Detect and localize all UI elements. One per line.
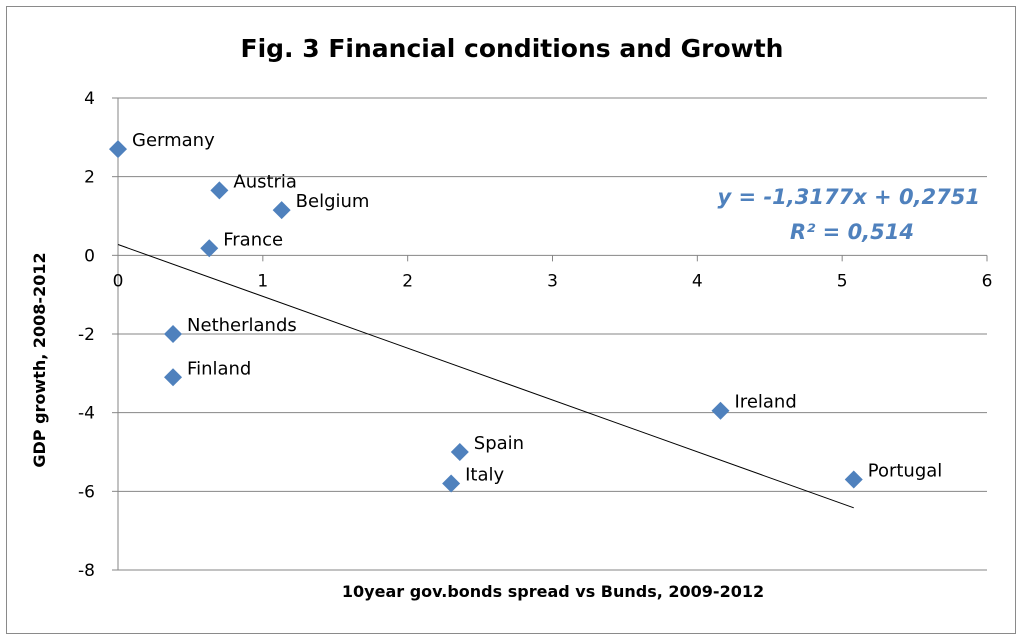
point-label-finland: Finland bbox=[187, 358, 251, 379]
data-point-ireland bbox=[711, 401, 730, 420]
data-point-germany bbox=[109, 140, 127, 159]
trendline bbox=[117, 244, 854, 509]
x-tick-label: 6 bbox=[982, 271, 993, 291]
point-label-italy: Italy bbox=[465, 464, 504, 485]
data-point-spain bbox=[450, 443, 469, 461]
x-tick-label: 2 bbox=[402, 271, 413, 291]
point-label-france: France bbox=[223, 229, 283, 250]
x-tick-label: 4 bbox=[692, 271, 703, 291]
gridlines bbox=[118, 97, 987, 571]
y-tick-label: -6 bbox=[78, 482, 95, 502]
y-tick-label: 0 bbox=[84, 246, 95, 266]
y-tick-label: -4 bbox=[78, 404, 95, 424]
point-label-portugal: Portugal bbox=[868, 461, 943, 482]
data-point-netherlands bbox=[164, 325, 183, 343]
point-label-belgium: Belgium bbox=[296, 191, 370, 212]
x-tick-label: 0 bbox=[113, 271, 124, 291]
x-tick-label: 5 bbox=[837, 271, 848, 291]
data-points bbox=[109, 140, 863, 493]
point-label-netherlands: Netherlands bbox=[187, 315, 297, 336]
chart-frame bbox=[6, 6, 1016, 634]
data-point-finland bbox=[164, 368, 183, 387]
point-label-germany: Germany bbox=[132, 130, 215, 151]
data-point-belgium bbox=[272, 201, 291, 220]
y-tick-label: 2 bbox=[84, 168, 95, 188]
point-label-spain: Spain bbox=[474, 433, 524, 454]
trendline-group bbox=[117, 244, 854, 509]
x-tick-labels: 0 1 2 3 4 5 6 bbox=[113, 271, 993, 291]
y-tick-label: -2 bbox=[78, 325, 95, 345]
x-tick-label: 3 bbox=[547, 271, 558, 291]
point-label-ireland: Ireland bbox=[735, 392, 797, 413]
y-tick-label: 4 bbox=[84, 89, 95, 109]
point-label-austria: Austria bbox=[233, 171, 297, 192]
data-point-france bbox=[200, 239, 219, 258]
x-tick-label: 1 bbox=[257, 271, 268, 291]
axes bbox=[112, 97, 988, 571]
x-axis-title: 10year gov.bonds spread vs Bunds, 2009-2… bbox=[342, 582, 764, 601]
trendline-r-squared: R² = 0,514 bbox=[790, 220, 914, 244]
y-tick-label: -8 bbox=[78, 561, 95, 581]
y-tick-labels: 4 2 0 -2 -4 -6 -8 bbox=[78, 89, 95, 581]
y-axis-title: GDP growth, 2008-2012 bbox=[30, 252, 49, 467]
trendline-equation: y = -1,3177x + 0,2751 bbox=[718, 185, 980, 209]
data-point-austria bbox=[210, 181, 229, 200]
data-point-portugal bbox=[844, 470, 863, 489]
data-point-italy bbox=[442, 474, 461, 493]
chart-title: Fig. 3 Financial conditions and Growth bbox=[241, 34, 784, 63]
